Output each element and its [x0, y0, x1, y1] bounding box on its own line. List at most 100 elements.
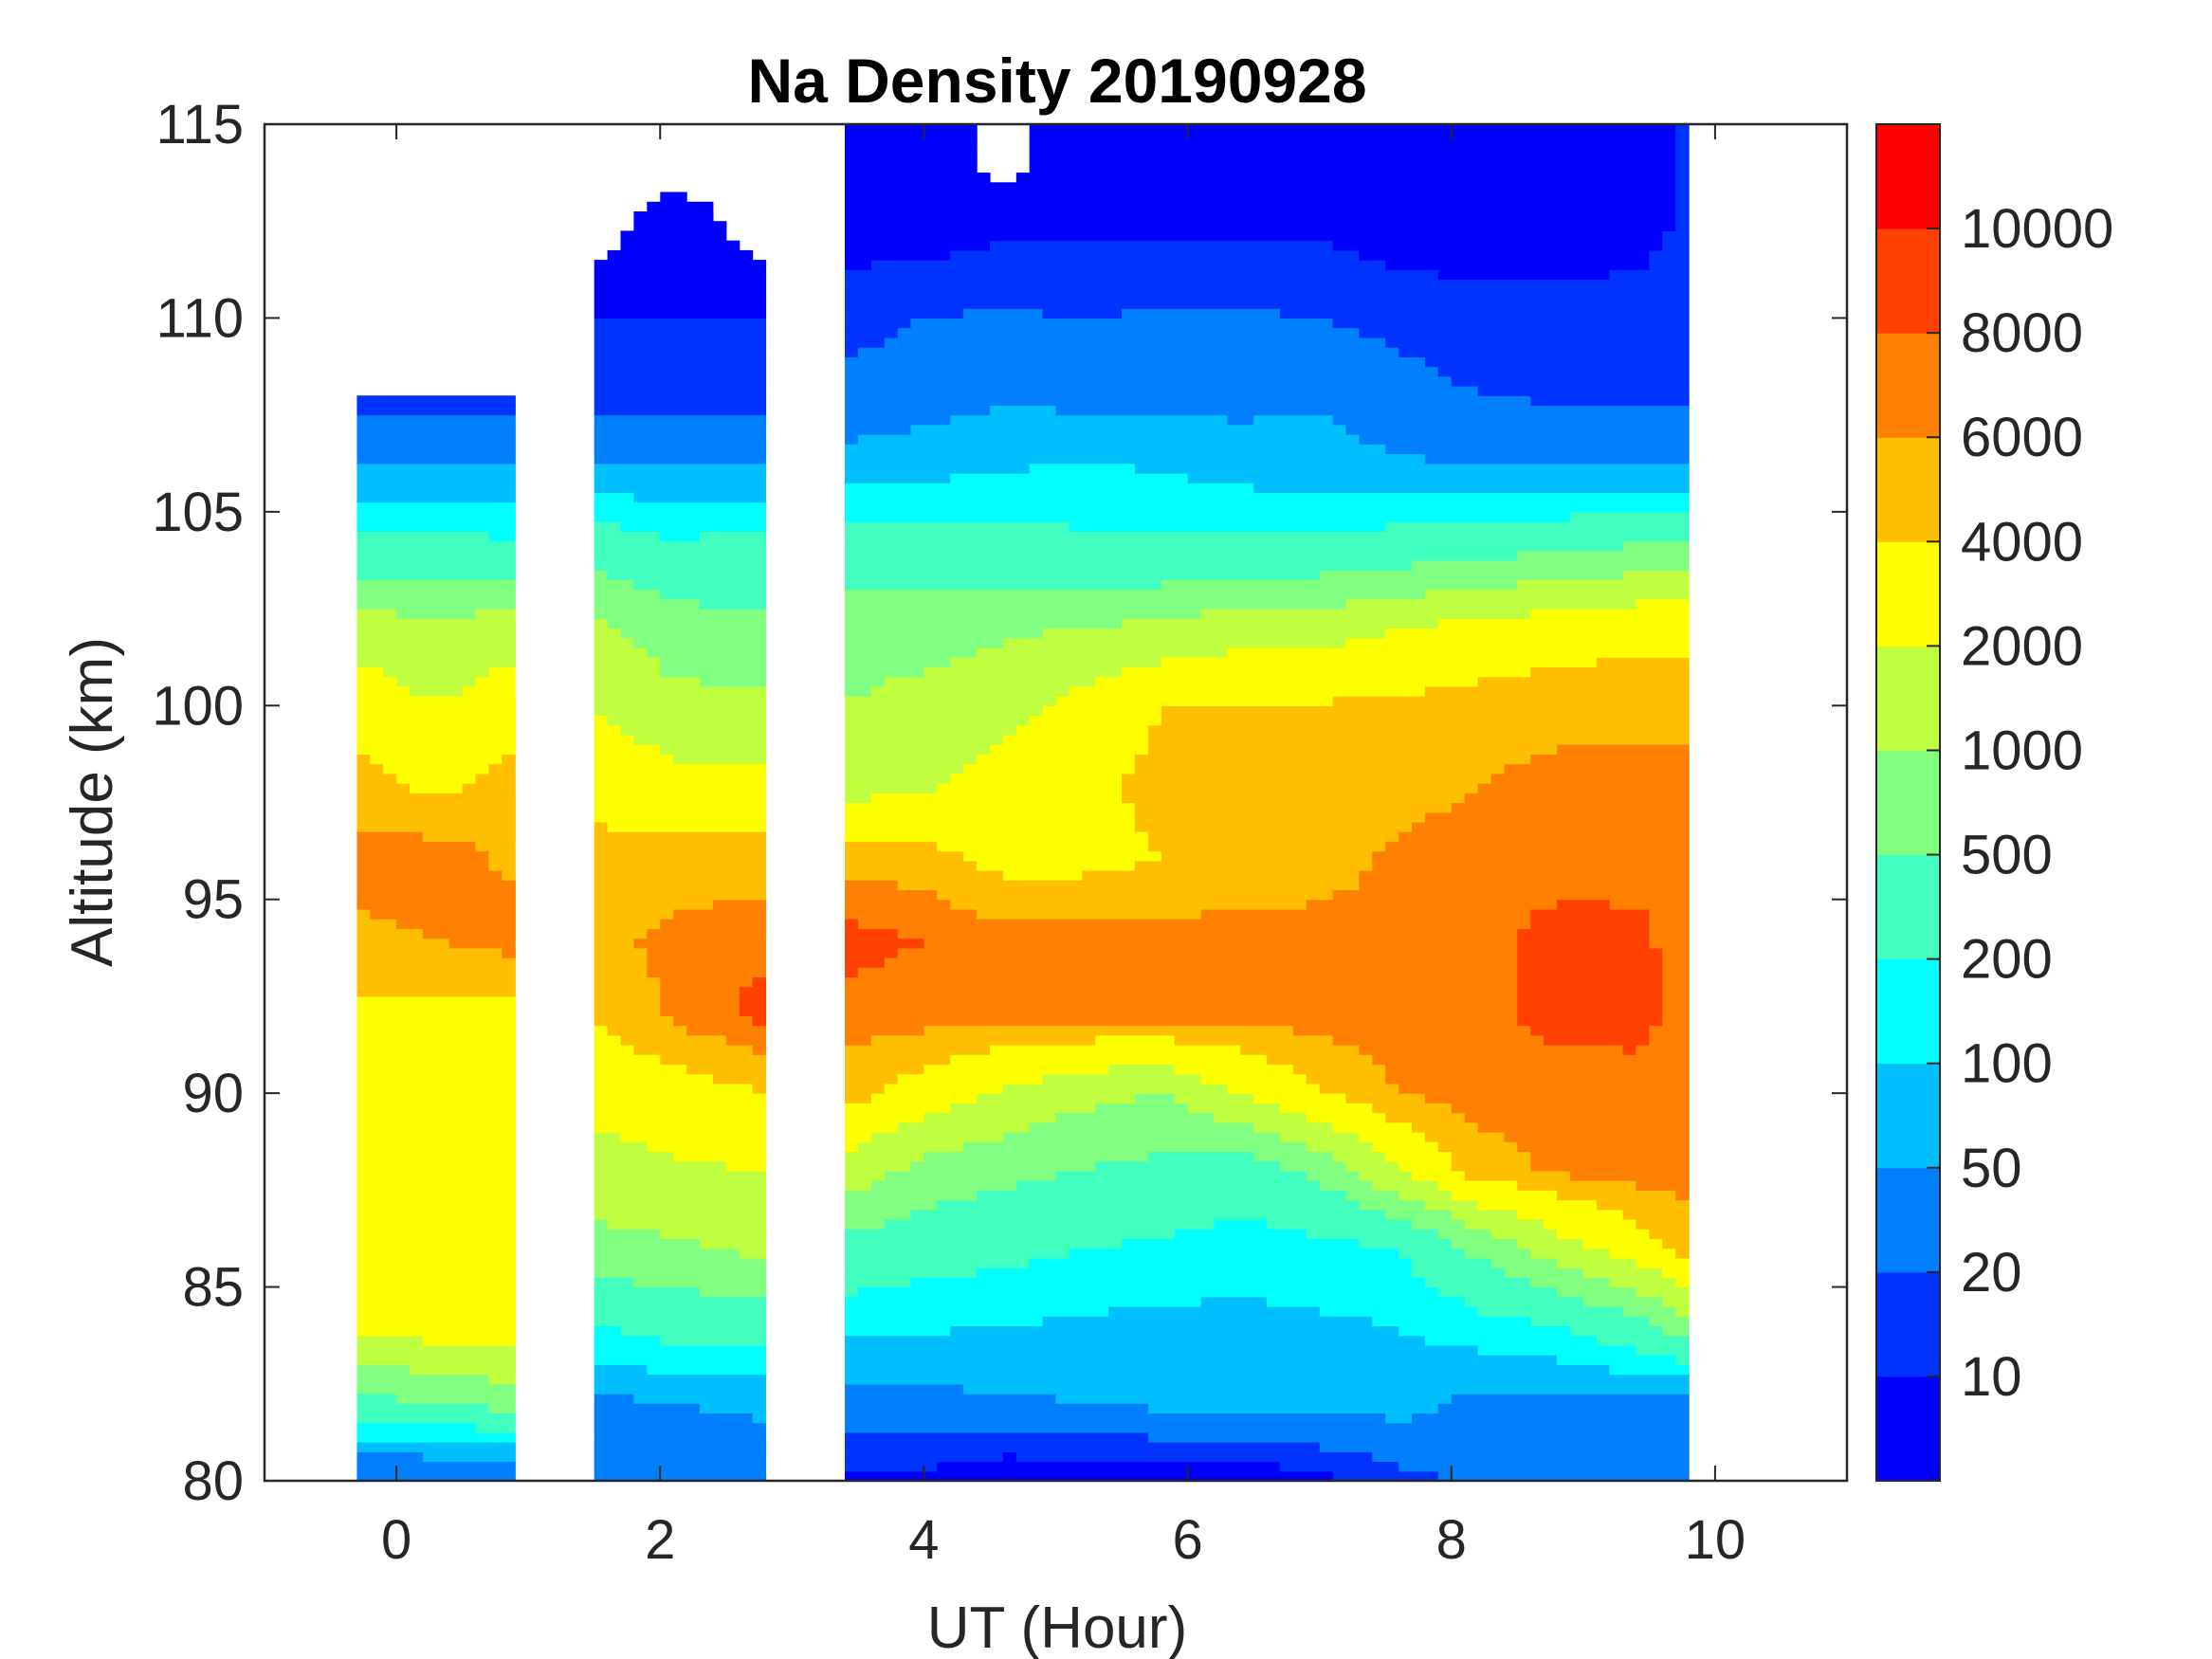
- contour-cell: [488, 1403, 516, 1413]
- contour-cell: [1662, 1267, 1690, 1278]
- contour-cell: [1451, 1394, 1690, 1404]
- contour-cell: [870, 1180, 1017, 1191]
- y-tick-label: 90: [182, 1063, 244, 1124]
- contour-cell: [950, 1325, 1399, 1337]
- contour-cell: [845, 637, 1004, 648]
- contour-cell: [700, 1286, 767, 1298]
- contour-cell: [1517, 995, 1663, 1007]
- x-axis-label: UT (Hour): [927, 1595, 1187, 1659]
- contour-cell: [857, 1141, 964, 1153]
- contour-cell: [1372, 1180, 1439, 1191]
- contour-cell: [356, 1422, 477, 1433]
- contour-cell: [594, 1451, 767, 1463]
- contour-cell: [1675, 1306, 1690, 1317]
- contour-cell: [1214, 1219, 1268, 1230]
- contour-cell: [594, 511, 767, 522]
- contour-cell: [502, 754, 516, 765]
- contour-cell: [1134, 821, 1413, 832]
- contour-cell: [739, 995, 767, 1007]
- x-tick-label: 4: [908, 1509, 939, 1571]
- contour-cell: [356, 1413, 516, 1424]
- contour-cell: [845, 1413, 1386, 1424]
- contour-cell: [845, 1132, 872, 1142]
- contour-cell: [1451, 1190, 1558, 1201]
- contour-cell: [594, 483, 767, 493]
- contour-cell: [845, 173, 991, 183]
- contour-cell: [594, 1286, 701, 1298]
- contour-cell: [1029, 1121, 1254, 1133]
- colorbar-tick-label: 20: [1961, 1242, 2022, 1304]
- contour-cell: [410, 685, 464, 697]
- contour-cell: [1095, 676, 1479, 687]
- contour-cell: [422, 928, 516, 939]
- contour-cell: [1675, 1277, 1690, 1288]
- contour-cell: [660, 589, 767, 600]
- contour-cell: [356, 1132, 516, 1142]
- contour-cell: [1636, 1344, 1690, 1356]
- contour-cell: [845, 889, 938, 901]
- contour-cell: [1675, 134, 1690, 144]
- contour-cell: [594, 1015, 674, 1027]
- contour-cell: [356, 1364, 411, 1376]
- contour-cell: [1253, 1093, 1347, 1103]
- contour-cell: [845, 375, 1453, 387]
- contour-cell: [1477, 1199, 1598, 1211]
- contour-cell: [845, 598, 1347, 610]
- contour-cell: [356, 1267, 516, 1278]
- contour-cell: [594, 1442, 767, 1452]
- contour-cell: [647, 1364, 767, 1376]
- contour-cell: [1015, 173, 1676, 183]
- contour-cell: [845, 724, 1017, 736]
- contour-cell: [1582, 1267, 1663, 1278]
- contour-cell: [1332, 1151, 1386, 1162]
- contour-cell: [356, 1257, 516, 1268]
- contour-cell: [1675, 1248, 1690, 1259]
- contour-cell: [647, 957, 767, 968]
- contour-cell: [845, 1431, 1149, 1443]
- contour-cell: [594, 288, 767, 300]
- contour-cell: [1332, 1470, 1439, 1482]
- contour-cell: [1029, 715, 1162, 726]
- contour-cell: [725, 1034, 767, 1046]
- contour-cell: [845, 191, 1676, 203]
- contour-cell: [1530, 754, 1690, 765]
- contour-cell: [1412, 1267, 1505, 1278]
- contour-cell: [1345, 1093, 1426, 1103]
- contour-cell: [1517, 579, 1690, 591]
- contour-cell: [1253, 1121, 1334, 1133]
- contour-cell: [845, 1257, 1031, 1268]
- contour-cell: [462, 783, 516, 793]
- contour-cell: [1240, 1045, 1360, 1055]
- contour-cell: [845, 821, 1136, 832]
- contour-cell: [356, 531, 490, 542]
- contour-cell: [410, 1364, 516, 1376]
- contour-cell: [356, 1403, 490, 1413]
- contour-cell: [594, 880, 767, 891]
- contour-cell: [845, 414, 951, 426]
- contour-cell: [1504, 1267, 1584, 1278]
- contour-cell: [845, 715, 1031, 726]
- contour-cell: [620, 1132, 767, 1142]
- contour-cell: [1267, 1296, 1466, 1307]
- contour-cell: [1517, 928, 1650, 939]
- contour-cell: [1636, 1180, 1690, 1191]
- contour-cell: [1345, 424, 1690, 435]
- contour-cell: [594, 1316, 767, 1326]
- contour-cell: [845, 647, 978, 658]
- contour-cell: [1517, 1141, 1690, 1153]
- colorbar-band: [1876, 541, 1940, 647]
- contour-cell: [594, 327, 767, 338]
- contour-cell: [356, 1121, 516, 1133]
- contour-cell: [594, 860, 767, 871]
- contour-cell: [356, 1170, 516, 1181]
- contour-cell: [845, 279, 1690, 290]
- contour-cell: [356, 947, 503, 958]
- contour-cell: [356, 1461, 516, 1472]
- contour-cell: [356, 1054, 516, 1066]
- contour-cell: [845, 162, 978, 173]
- contour-cell: [594, 1229, 661, 1239]
- contour-cell: [633, 938, 767, 949]
- contour-cell: [1464, 1248, 1531, 1259]
- contour-cell: [845, 860, 978, 871]
- contour-cell: [845, 1064, 925, 1075]
